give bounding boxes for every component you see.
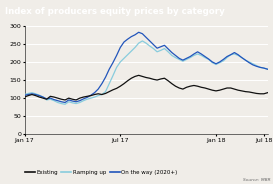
Legend: Existing, Ramping up, On the way (2020+): Existing, Ramping up, On the way (2020+)	[22, 168, 180, 177]
Text: Index of producers equity prices by category: Index of producers equity prices by cate…	[5, 8, 225, 16]
Text: Source: MBR: Source: MBR	[243, 178, 270, 182]
